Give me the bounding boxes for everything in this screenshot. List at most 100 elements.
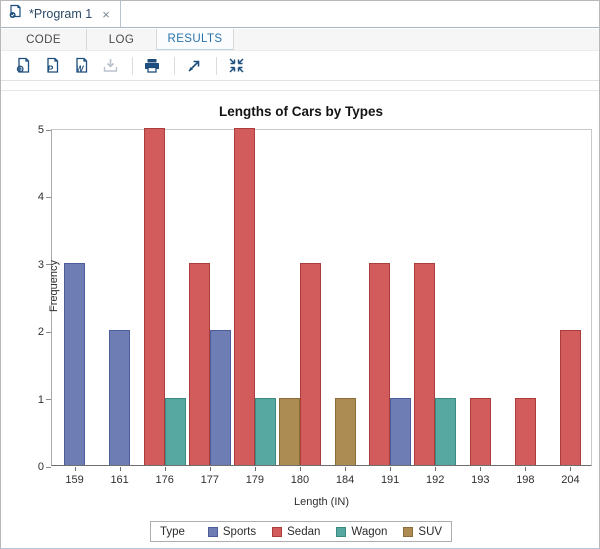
bar-192-sedan — [414, 262, 436, 465]
y-tick-label: 2 — [37, 326, 44, 339]
results-panel: Lengths of Cars by Types Frequency 0 1 2 3 4… — [1, 92, 599, 548]
bar-193-sedan — [469, 397, 491, 465]
y-tick — [46, 466, 51, 468]
x-tick-label: 161 — [110, 474, 129, 486]
x-tick — [525, 467, 527, 471]
x-tick — [254, 467, 256, 471]
legend-label: SUV — [418, 525, 443, 538]
bar-180-sedan — [299, 262, 321, 465]
legend-item-sports: Sports — [207, 525, 257, 538]
tab-program-1[interactable]: *Program 1 × — [1, 1, 121, 27]
download-button — [97, 54, 123, 78]
x-tick-label: 176 — [155, 474, 174, 486]
bar-192-wagon — [435, 397, 457, 465]
x-tick-label: 184 — [335, 474, 355, 486]
bar-177-sports — [209, 330, 231, 465]
legend-label: Sports — [222, 525, 257, 538]
legend-item-wagon: Wagon — [336, 526, 387, 538]
open-new-window-button[interactable] — [181, 54, 207, 78]
x-tick — [164, 467, 166, 471]
results-html-icon — [15, 57, 32, 74]
x-tick-label: 193 — [471, 474, 490, 486]
open-in-new-window-icon — [186, 57, 203, 74]
svg-text:W: W — [76, 65, 85, 74]
download-word-button[interactable]: W — [68, 54, 94, 78]
results-word-icon: W — [73, 57, 90, 74]
x-tick — [390, 467, 392, 471]
x-axis-label: Length (IN) — [293, 496, 350, 508]
legend-swatch-suv — [403, 526, 414, 537]
legend-title: Type — [159, 525, 185, 538]
x-tick — [299, 467, 301, 471]
y-tick — [46, 264, 51, 266]
document-tab-bar: *Program 1 × — [1, 1, 599, 28]
chart-title: Lengths of Cars by Types — [218, 104, 384, 119]
download-pdf-button[interactable]: P — [39, 54, 65, 78]
bar-161-sports — [109, 330, 131, 465]
bar-176-sedan — [143, 128, 165, 465]
x-tick-label: 192 — [426, 474, 445, 486]
x-tick — [345, 467, 347, 471]
y-tick-label: 4 — [37, 191, 44, 204]
close-icon[interactable]: × — [102, 6, 110, 22]
plot-area: Frequency 0 1 2 3 4 5 159 161 176 177 179 180 184 191… — [38, 124, 592, 486]
y-axis-label: Frequency — [48, 260, 60, 312]
bar-176-wagon — [164, 397, 186, 465]
y-tick — [46, 129, 51, 131]
bar-179-sedan — [233, 128, 255, 465]
tab-results[interactable]: RESULTS — [157, 29, 234, 50]
y-tick-label: 0 — [37, 461, 44, 473]
legend-label: Sedan — [287, 525, 321, 538]
tab-code[interactable]: CODE — [1, 29, 87, 50]
bar-179-wagon — [254, 397, 276, 465]
bar-184-suv — [334, 397, 356, 465]
bar-204-sedan — [559, 330, 581, 465]
view-tabs: CODE LOG RESULTS — [1, 29, 599, 51]
legend-item-suv: SUV — [403, 526, 442, 538]
results-pdf-icon: P — [44, 57, 61, 74]
legend-label: Wagon — [351, 525, 388, 538]
tab-log[interactable]: LOG — [87, 29, 157, 50]
x-tick — [74, 467, 76, 471]
legend-swatch-sports — [207, 526, 218, 537]
legend-item-sedan: Sedan — [272, 526, 320, 538]
legend-swatch-sedan — [272, 526, 283, 537]
collapse-view-button[interactable] — [223, 54, 249, 78]
legend-swatch-wagon — [336, 526, 347, 537]
chart-legend: Type Sports Sedan Wagon SUV — [149, 521, 453, 542]
toolbar-separator — [132, 56, 133, 75]
y-tick-label: 5 — [37, 124, 44, 136]
download-icon — [102, 57, 119, 74]
y-tick — [46, 196, 51, 198]
toolbar-separator — [216, 56, 217, 75]
x-tick-label: 198 — [516, 474, 535, 486]
download-html-button[interactable] — [10, 54, 36, 78]
print-button[interactable] — [139, 54, 165, 78]
y-tick-label: 1 — [37, 393, 44, 406]
y-tick-label: 3 — [37, 258, 44, 271]
bar-191-sports — [390, 397, 412, 465]
x-tick-label: 180 — [290, 474, 310, 486]
program-icon — [8, 4, 23, 24]
bar-191-sedan — [369, 262, 391, 465]
panel-divider — [1, 82, 599, 91]
svg-text:P: P — [47, 64, 53, 74]
x-tick-label: 159 — [65, 474, 84, 486]
x-tick — [570, 467, 572, 471]
x-tick — [435, 467, 437, 471]
x-tick-label: 204 — [561, 474, 580, 486]
tab-label: *Program 1 — [29, 7, 93, 21]
bar-180-suv — [278, 397, 300, 465]
x-tick-label: 191 — [380, 474, 400, 486]
bar-177-sedan — [188, 262, 210, 465]
x-tick — [480, 467, 482, 471]
x-tick — [209, 467, 211, 471]
bar-159-sports — [64, 262, 86, 465]
results-toolbar: P W — [1, 51, 599, 81]
print-icon — [143, 57, 161, 74]
y-tick — [46, 331, 51, 333]
x-tick-label: 177 — [200, 474, 219, 486]
bar-198-sedan — [514, 397, 536, 465]
y-tick — [46, 399, 51, 401]
